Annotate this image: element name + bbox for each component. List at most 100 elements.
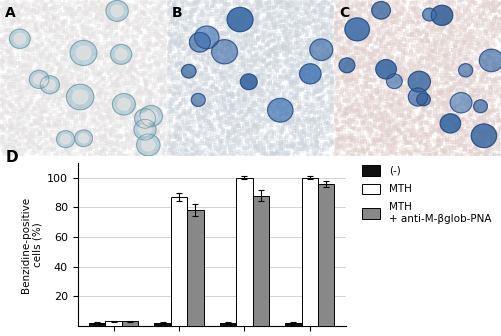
- Point: [283, 36, 291, 42]
- Point: [217, 141, 225, 147]
- Point: [381, 6, 389, 11]
- Point: [213, 54, 221, 59]
- Point: [427, 74, 435, 80]
- Point: [468, 66, 476, 71]
- Point: [463, 117, 471, 123]
- Point: [114, 83, 122, 88]
- Point: [459, 12, 467, 17]
- Point: [200, 92, 208, 97]
- Point: [147, 119, 155, 125]
- Point: [34, 129, 42, 134]
- Point: [52, 58, 60, 64]
- Point: [89, 68, 97, 74]
- Point: [314, 55, 322, 61]
- Point: [152, 59, 160, 64]
- Point: [31, 25, 39, 31]
- Point: [144, 87, 152, 93]
- Point: [386, 70, 394, 76]
- Point: [480, 60, 488, 66]
- Point: [132, 41, 140, 47]
- Point: [481, 152, 489, 157]
- Point: [27, 74, 35, 79]
- Point: [255, 142, 263, 147]
- Point: [245, 110, 253, 115]
- Point: [330, 58, 338, 64]
- Point: [453, 88, 461, 93]
- Point: [327, 80, 335, 85]
- Point: [74, 34, 82, 40]
- Point: [127, 65, 135, 70]
- Point: [116, 114, 124, 119]
- Point: [296, 3, 304, 9]
- Point: [223, 4, 231, 10]
- Point: [128, 79, 136, 85]
- Point: [416, 120, 424, 126]
- Point: [14, 149, 22, 154]
- Point: [421, 75, 429, 80]
- Point: [100, 83, 108, 88]
- Point: [114, 142, 122, 148]
- Point: [27, 33, 35, 39]
- Point: [11, 32, 19, 38]
- Point: [176, 133, 184, 138]
- Point: [451, 43, 459, 49]
- Point: [257, 69, 265, 74]
- Point: [371, 97, 379, 102]
- Point: [109, 114, 117, 119]
- Point: [187, 50, 195, 55]
- Point: [78, 104, 86, 110]
- Point: [51, 77, 59, 82]
- Point: [317, 27, 325, 32]
- Point: [406, 128, 414, 134]
- Point: [193, 67, 201, 73]
- Point: [126, 75, 134, 80]
- Point: [146, 88, 154, 93]
- Point: [130, 42, 138, 47]
- Point: [234, 117, 242, 122]
- Point: [217, 30, 225, 35]
- Point: [180, 142, 188, 148]
- Point: [169, 142, 177, 147]
- Point: [198, 8, 206, 14]
- Point: [31, 26, 39, 31]
- Point: [467, 65, 475, 70]
- Point: [446, 97, 454, 103]
- Point: [112, 33, 120, 38]
- Point: [346, 48, 354, 53]
- Point: [279, 130, 287, 135]
- Point: [275, 40, 283, 46]
- Point: [367, 83, 375, 88]
- Point: [475, 109, 483, 115]
- Point: [204, 7, 212, 12]
- Point: [128, 131, 136, 136]
- Point: [347, 43, 355, 49]
- Point: [353, 17, 361, 22]
- Point: [305, 129, 313, 134]
- Point: [386, 119, 394, 125]
- Point: [222, 31, 230, 37]
- Point: [37, 48, 45, 53]
- Point: [458, 153, 466, 159]
- Point: [97, 100, 105, 105]
- Point: [45, 84, 53, 89]
- Point: [114, 140, 122, 145]
- Point: [161, 18, 169, 24]
- Point: [331, 86, 339, 92]
- Point: [34, 38, 42, 43]
- Point: [250, 106, 258, 111]
- Point: [371, 14, 379, 19]
- Point: [147, 73, 155, 78]
- Point: [297, 43, 305, 48]
- Point: [205, 104, 213, 110]
- Point: [136, 128, 144, 133]
- Point: [58, 38, 66, 43]
- Point: [444, 87, 452, 92]
- Point: [228, 137, 236, 142]
- Point: [218, 5, 226, 11]
- Circle shape: [134, 119, 156, 140]
- Point: [356, 126, 364, 131]
- Point: [480, 113, 488, 118]
- Point: [291, 133, 299, 138]
- Point: [455, 107, 463, 112]
- Point: [291, 63, 299, 68]
